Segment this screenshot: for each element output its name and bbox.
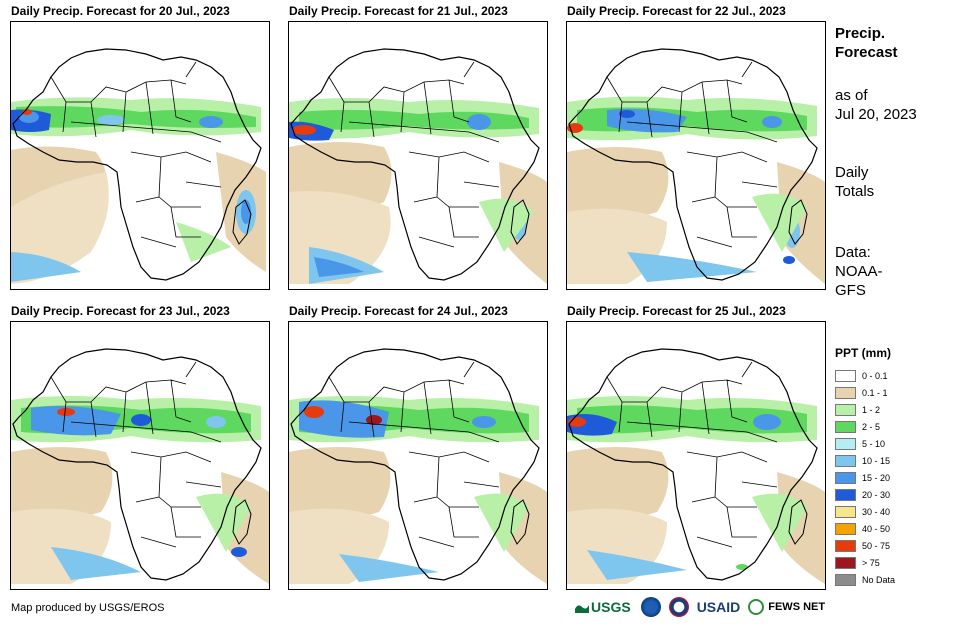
map-credit: Map produced by USGS/EROS bbox=[11, 602, 165, 614]
legend-row: 40 - 50 bbox=[835, 520, 895, 537]
logo-strip: USGS USAID FEWS NET bbox=[575, 596, 825, 618]
legend-row: 1 - 2 bbox=[835, 401, 895, 418]
legend-row: No Data bbox=[835, 571, 895, 588]
forecast-map-3 bbox=[566, 21, 826, 290]
legend-row: 0 - 0.1 bbox=[835, 367, 895, 384]
legend-row: 5 - 10 bbox=[835, 435, 895, 452]
legend-label: 20 - 30 bbox=[862, 489, 891, 500]
legend-row: 20 - 30 bbox=[835, 486, 895, 503]
fews-net-logo-text: FEWS NET bbox=[768, 601, 826, 613]
legend-swatch bbox=[835, 454, 856, 467]
legend-label: 1 - 2 bbox=[862, 404, 881, 415]
legend-swatch bbox=[835, 539, 856, 552]
forecast-map-4 bbox=[10, 321, 270, 590]
legend-row: 2 - 5 bbox=[835, 418, 895, 435]
legend-swatch bbox=[835, 522, 856, 535]
forecast-map-6 bbox=[566, 321, 826, 590]
legend-row: 50 - 75 bbox=[835, 537, 895, 554]
legend-swatch bbox=[835, 420, 856, 433]
sidebar-title-line2: Forecast bbox=[835, 44, 898, 61]
legend-swatch bbox=[835, 471, 856, 484]
legend-swatch bbox=[835, 488, 856, 501]
legend-label: 0 - 0.1 bbox=[862, 370, 888, 381]
legend-title: PPT (mm) bbox=[835, 346, 892, 360]
sidebar-asof-date: Jul 20, 2023 bbox=[835, 106, 917, 123]
legend-label: No Data bbox=[862, 574, 896, 585]
legend-row: > 75 bbox=[835, 554, 895, 571]
noaa-logo-icon bbox=[640, 597, 661, 617]
panel-title-6: Daily Precip. Forecast for 25 Jul., 2023 bbox=[567, 304, 786, 318]
legend-row: 10 - 15 bbox=[835, 452, 895, 469]
legend-swatch bbox=[835, 556, 856, 569]
usgs-wave-icon bbox=[575, 605, 589, 613]
sidebar-data-line2: NOAA- bbox=[835, 263, 883, 280]
legend-label: 10 - 15 bbox=[862, 455, 891, 466]
sidebar-totals-line2: Totals bbox=[835, 183, 875, 200]
legend-label: 5 - 10 bbox=[862, 438, 886, 449]
legend-swatch bbox=[835, 573, 856, 586]
usgs-logo-text: USGS bbox=[591, 599, 631, 615]
panel-title-2: Daily Precip. Forecast for 21 Jul., 2023 bbox=[289, 4, 508, 18]
forecast-map-1 bbox=[10, 21, 270, 290]
sidebar-totals-line1: Daily bbox=[835, 164, 869, 181]
legend-label: > 75 bbox=[862, 557, 880, 568]
legend-row: 0.1 - 1 bbox=[835, 384, 895, 401]
usaid-seal-icon bbox=[668, 597, 689, 617]
panel-title-5: Daily Precip. Forecast for 24 Jul., 2023 bbox=[289, 304, 508, 318]
legend-swatch bbox=[835, 437, 856, 450]
fews-net-logo: FEWS NET bbox=[768, 601, 825, 613]
legend-label: 30 - 40 bbox=[862, 506, 891, 517]
panel-title-3: Daily Precip. Forecast for 22 Jul., 2023 bbox=[567, 4, 786, 18]
legend-row: 15 - 20 bbox=[835, 469, 895, 486]
panel-title-1: Daily Precip. Forecast for 20 Jul., 2023 bbox=[11, 4, 230, 18]
sidebar-asof-line1: as of bbox=[835, 87, 868, 104]
legend-label: 15 - 20 bbox=[862, 472, 891, 483]
legend-swatch bbox=[835, 386, 856, 399]
fews-globe-icon bbox=[748, 599, 765, 615]
legend-label: 0.1 - 1 bbox=[862, 387, 888, 398]
forecast-map-5 bbox=[288, 321, 548, 590]
legend-label: 2 - 5 bbox=[862, 421, 881, 432]
legend: 0 - 0.1 0.1 - 1 1 - 2 2 - 5 5 - 10 10 - 15 15 … bbox=[835, 367, 895, 588]
legend-swatch bbox=[835, 505, 856, 518]
usaid-logo: USAID bbox=[697, 599, 741, 615]
legend-swatch bbox=[835, 403, 856, 416]
legend-row: 30 - 40 bbox=[835, 503, 895, 520]
sidebar-title-line1: Precip. bbox=[835, 25, 886, 42]
sidebar-data-line3: GFS bbox=[835, 282, 866, 299]
legend-label: 40 - 50 bbox=[862, 523, 891, 534]
legend-label: 50 - 75 bbox=[862, 540, 891, 551]
sidebar-data-line1: Data: bbox=[835, 244, 871, 261]
usgs-logo: USGS bbox=[575, 599, 631, 615]
forecast-map-2 bbox=[288, 21, 548, 290]
legend-swatch bbox=[835, 369, 856, 382]
panel-title-4: Daily Precip. Forecast for 23 Jul., 2023 bbox=[11, 304, 230, 318]
usaid-logo-text: USAID bbox=[696, 599, 741, 615]
